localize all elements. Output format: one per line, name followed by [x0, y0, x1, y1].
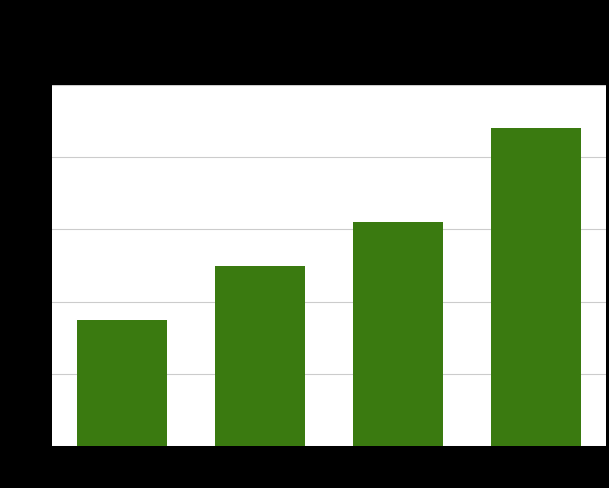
Bar: [353, 223, 443, 447]
Bar: [77, 320, 167, 447]
Bar: [491, 129, 581, 447]
Bar: [215, 266, 304, 447]
